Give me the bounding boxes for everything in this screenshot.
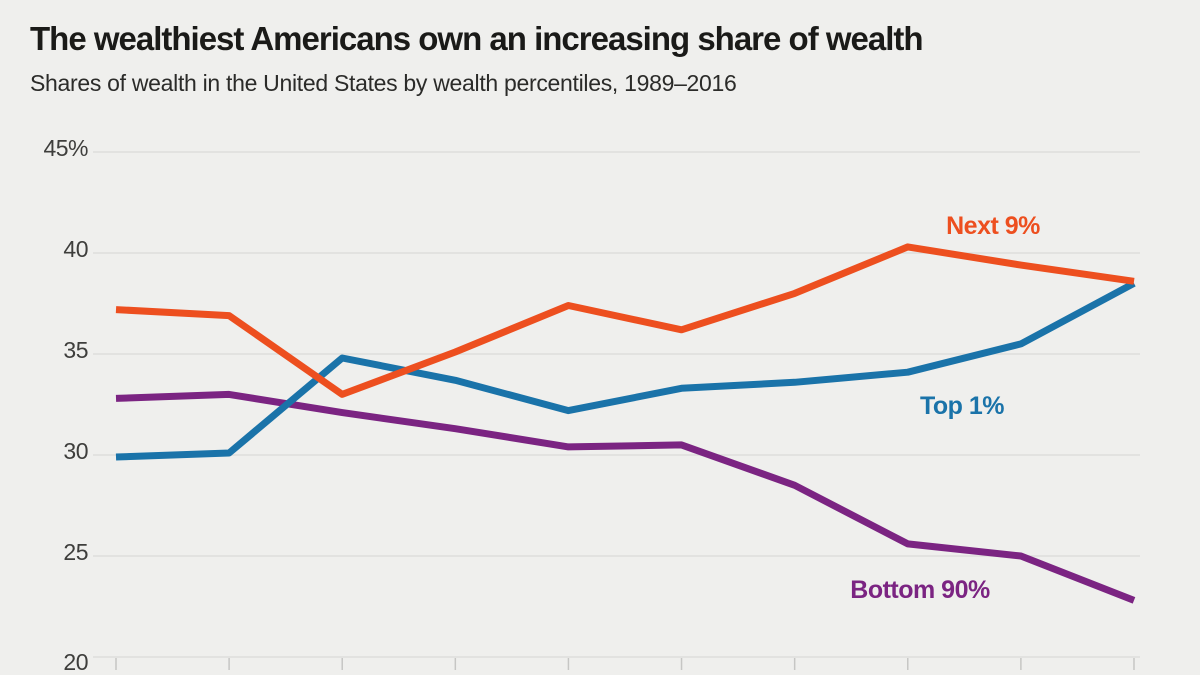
series-line-top-1 [115, 280, 1136, 461]
y-axis-label-40: 40 [63, 236, 88, 262]
y-axis-label-20: 20 [63, 649, 88, 675]
series-line-next-9 [115, 243, 1135, 398]
series-label-top-1: Top 1% [920, 392, 1004, 420]
chart-title: The wealthiest Americans own an increasi… [30, 20, 924, 57]
chart-subtitle: Shares of wealth in the United States by… [30, 70, 737, 96]
series-line-bottom-90 [115, 390, 1136, 604]
y-axis-label-30: 30 [63, 438, 88, 464]
series-label-bottom-90: Bottom 90% [850, 576, 990, 604]
series-label-next-9: Next 9% [946, 212, 1040, 240]
y-axis-label-35: 35 [63, 337, 88, 363]
y-axis-label-25: 25 [63, 539, 88, 565]
y-axis-label-45: 45% [43, 135, 88, 161]
